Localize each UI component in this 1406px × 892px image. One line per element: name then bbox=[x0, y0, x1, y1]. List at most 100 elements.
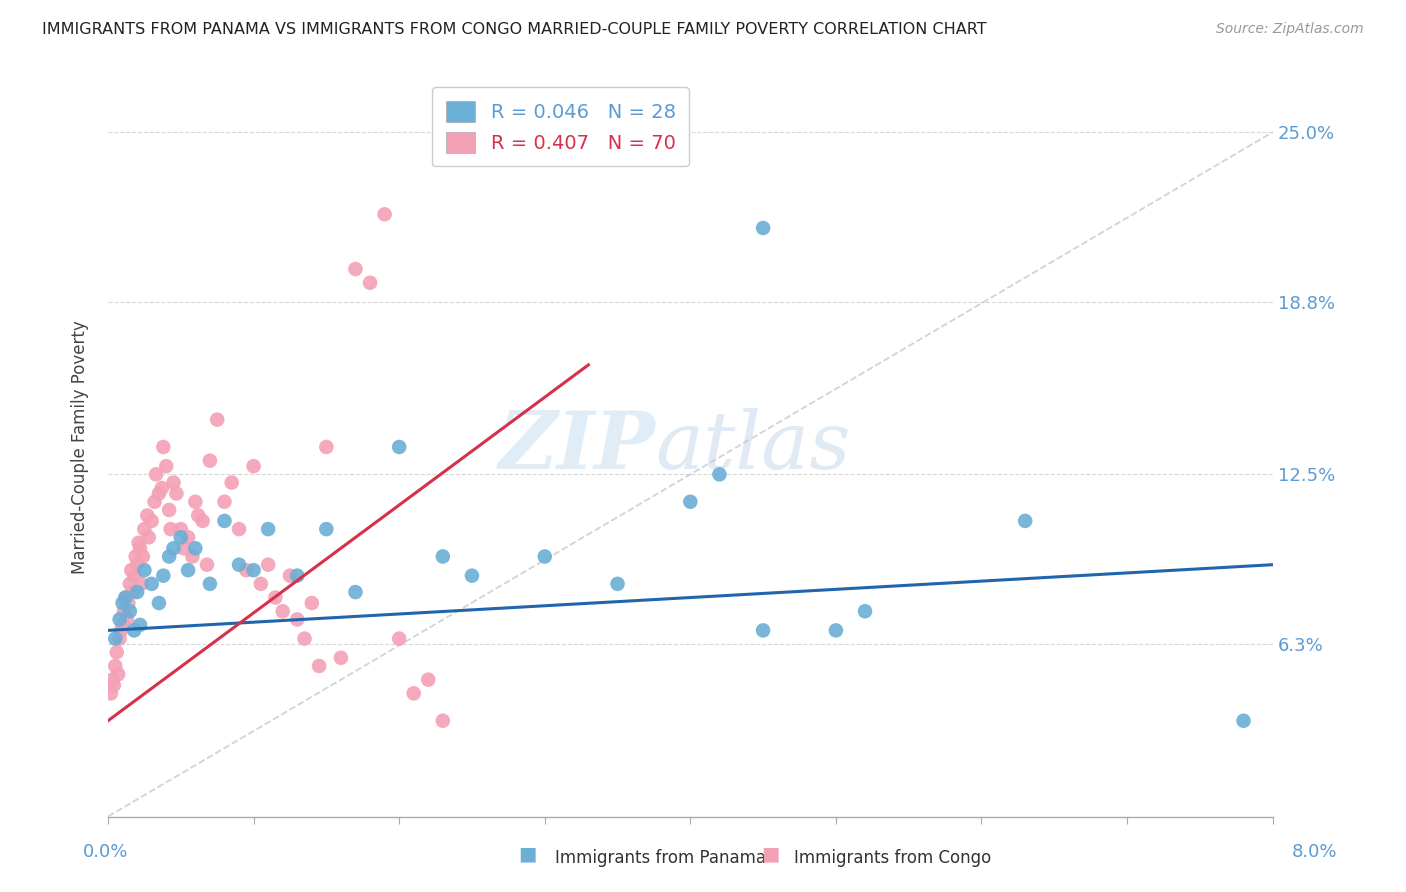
Point bbox=[104, 659, 127, 673]
Point bbox=[148, 486, 170, 500]
Point bbox=[110, 624, 132, 638]
Point bbox=[141, 577, 163, 591]
Point bbox=[679, 494, 702, 508]
Point bbox=[134, 522, 156, 536]
Point bbox=[344, 262, 367, 277]
Point bbox=[107, 667, 129, 681]
Point bbox=[134, 563, 156, 577]
Legend: R = 0.046   N = 28, R = 0.407   N = 70: R = 0.046 N = 28, R = 0.407 N = 70 bbox=[432, 87, 689, 167]
Point bbox=[709, 467, 731, 482]
Point bbox=[108, 632, 131, 646]
Point bbox=[143, 494, 166, 508]
Point bbox=[221, 475, 243, 490]
Text: IMMIGRANTS FROM PANAMA VS IMMIGRANTS FROM CONGO MARRIED-COUPLE FAMILY POVERTY CO: IMMIGRANTS FROM PANAMA VS IMMIGRANTS FRO… bbox=[42, 22, 987, 37]
Point bbox=[606, 577, 628, 591]
Point bbox=[184, 494, 207, 508]
Text: Immigrants from Panama: Immigrants from Panama bbox=[555, 849, 766, 867]
Point bbox=[315, 522, 337, 536]
Point bbox=[402, 686, 425, 700]
Text: 0.0%: 0.0% bbox=[83, 843, 128, 861]
Point bbox=[187, 508, 209, 523]
Point bbox=[100, 686, 122, 700]
Point bbox=[170, 530, 193, 544]
Point bbox=[315, 440, 337, 454]
Text: Source: ZipAtlas.com: Source: ZipAtlas.com bbox=[1216, 22, 1364, 37]
Point bbox=[111, 618, 134, 632]
Text: ■: ■ bbox=[517, 845, 537, 863]
Point bbox=[141, 514, 163, 528]
Point bbox=[308, 659, 330, 673]
Point bbox=[138, 530, 160, 544]
Point bbox=[294, 632, 316, 646]
Point bbox=[131, 577, 153, 591]
Point bbox=[432, 549, 454, 564]
Point bbox=[250, 577, 273, 591]
Point bbox=[235, 563, 257, 577]
Point bbox=[257, 558, 280, 572]
Point bbox=[214, 494, 236, 508]
Point bbox=[129, 541, 152, 556]
Point bbox=[1014, 514, 1036, 528]
Point bbox=[285, 612, 308, 626]
Point bbox=[418, 673, 440, 687]
Point bbox=[228, 522, 250, 536]
Point bbox=[120, 563, 142, 577]
Point bbox=[752, 624, 775, 638]
Point bbox=[114, 591, 136, 605]
Point bbox=[128, 536, 150, 550]
Point bbox=[105, 645, 128, 659]
Point bbox=[165, 486, 187, 500]
Point bbox=[533, 549, 555, 564]
Point bbox=[159, 522, 181, 536]
Point bbox=[145, 467, 167, 482]
Point bbox=[103, 678, 125, 692]
Point bbox=[228, 558, 250, 572]
Point bbox=[242, 563, 264, 577]
Point bbox=[118, 604, 141, 618]
Point bbox=[104, 632, 127, 646]
Point bbox=[257, 522, 280, 536]
Point bbox=[122, 568, 145, 582]
Point bbox=[388, 440, 411, 454]
Point bbox=[264, 591, 287, 605]
Point bbox=[242, 459, 264, 474]
Point bbox=[118, 577, 141, 591]
Point bbox=[359, 276, 381, 290]
Point bbox=[184, 541, 207, 556]
Text: atlas: atlas bbox=[655, 409, 851, 486]
Point bbox=[117, 596, 139, 610]
Text: Immigrants from Congo: Immigrants from Congo bbox=[794, 849, 991, 867]
Point bbox=[205, 412, 228, 426]
Point bbox=[853, 604, 876, 618]
Point bbox=[461, 568, 484, 582]
Y-axis label: Married-Couple Family Poverty: Married-Couple Family Poverty bbox=[72, 320, 89, 574]
Text: 8.0%: 8.0% bbox=[1292, 843, 1337, 861]
Point bbox=[152, 568, 174, 582]
Point bbox=[101, 673, 124, 687]
Point bbox=[132, 549, 155, 564]
Point bbox=[177, 563, 200, 577]
Point bbox=[388, 632, 411, 646]
Point bbox=[214, 514, 236, 528]
Point bbox=[162, 475, 184, 490]
Point bbox=[112, 604, 135, 618]
Point bbox=[121, 585, 143, 599]
Point bbox=[129, 618, 152, 632]
Text: ■: ■ bbox=[761, 845, 780, 863]
Point bbox=[1232, 714, 1254, 728]
Point bbox=[278, 568, 301, 582]
Point bbox=[181, 549, 204, 564]
Point bbox=[122, 624, 145, 638]
Point bbox=[162, 541, 184, 556]
Point bbox=[329, 650, 352, 665]
Point bbox=[432, 714, 454, 728]
Point bbox=[148, 596, 170, 610]
Point bbox=[124, 549, 146, 564]
Point bbox=[150, 481, 173, 495]
Point bbox=[177, 530, 200, 544]
Point bbox=[108, 612, 131, 626]
Point bbox=[198, 577, 221, 591]
Point bbox=[285, 568, 308, 582]
Point bbox=[191, 514, 214, 528]
Point bbox=[173, 541, 195, 556]
